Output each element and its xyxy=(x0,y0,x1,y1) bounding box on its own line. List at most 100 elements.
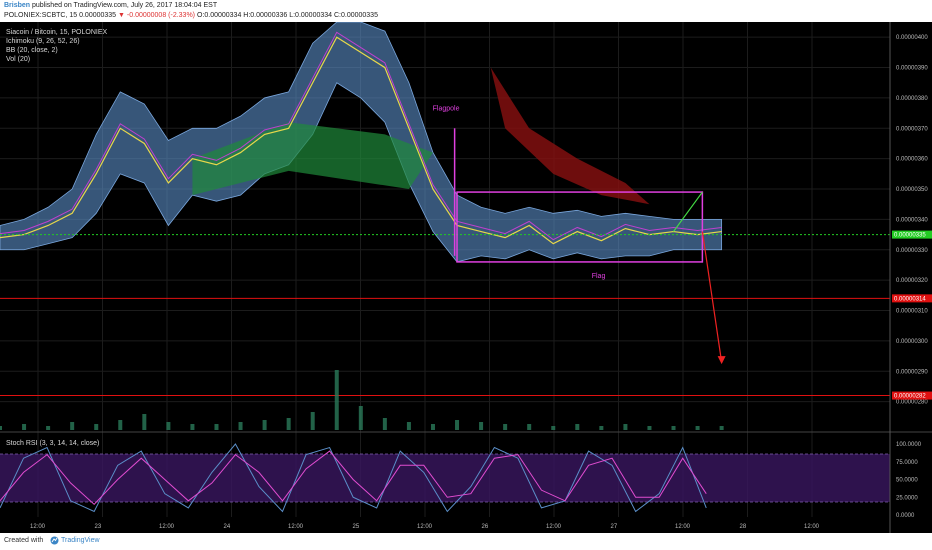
rsi-k-line xyxy=(0,443,707,513)
projection-down-arrow xyxy=(701,231,723,363)
ohlc-values: O:0.00000334 H:0.00000336 L:0.00000334 C… xyxy=(196,12,378,19)
volume-bar xyxy=(671,426,676,430)
legend-vol: Vol (20) xyxy=(6,56,31,63)
rsi-tick-label: 0.0000 xyxy=(896,513,915,519)
volume-bar xyxy=(503,424,508,430)
created-with-text: Created with xyxy=(4,537,44,544)
ichimoku-cloud-bear xyxy=(490,67,650,205)
volume-bar xyxy=(334,370,339,430)
price-change: ▼ -0.00000008 (-2.33%) xyxy=(118,12,196,19)
x-tick-label: 26 xyxy=(482,524,489,530)
price-series-line xyxy=(0,36,722,245)
volume-bar xyxy=(94,424,99,430)
rsi-d-line xyxy=(0,450,707,506)
volume-bar xyxy=(406,422,411,430)
tradingview-brand[interactable]: TradingView xyxy=(61,537,100,544)
price-tag-bg xyxy=(892,294,932,303)
volume-bar xyxy=(358,406,363,430)
y-tick-label: 0.00000290 xyxy=(896,369,928,375)
chart-header: Brisben published on TradingView.com, Ju… xyxy=(0,0,932,22)
x-tick-label: 23 xyxy=(95,524,102,530)
legend-bb: BB (20, close, 2) xyxy=(6,47,58,54)
x-tick-label: 12:00 xyxy=(546,524,562,530)
price-tag-bg xyxy=(892,230,932,239)
footer: Created with TradingView xyxy=(0,533,932,550)
flagpole-label: Flagpole xyxy=(433,105,460,112)
volume-bar xyxy=(22,424,27,430)
price-tag-label: 0.00000314 xyxy=(894,296,926,302)
volume-bar xyxy=(142,414,147,430)
volume-bar xyxy=(238,422,243,430)
volume-bar xyxy=(46,426,51,430)
rsi-tick-label: 100.0000 xyxy=(896,442,922,448)
volume-bar xyxy=(382,418,387,430)
symbol-label: POLONIEX:SCBTC, 15 xyxy=(4,12,78,19)
x-tick-label: 12:00 xyxy=(417,524,433,530)
y-tick-label: 0.00000320 xyxy=(896,278,928,284)
chart-svg[interactable]: Flagpole Flag 0.00000400 0.00000390 0.000003… xyxy=(0,22,932,533)
legend-ichimoku: Ichimoku (9, 26, 52, 26) xyxy=(6,38,80,45)
volume-bar xyxy=(551,426,556,430)
projection-down-arrowhead xyxy=(717,356,726,365)
indicator-legend: Siacoin / Bitcoin, 15, POLONIEX Ichimoku… xyxy=(6,28,107,64)
y-tick-label: 0.00000330 xyxy=(896,248,928,254)
x-tick-label: 12:00 xyxy=(804,524,820,530)
legend-symbol: Siacoin / Bitcoin, 15, POLONIEX xyxy=(6,29,108,36)
volume-bar xyxy=(695,426,700,430)
volume-bar xyxy=(0,426,2,430)
volume-bar xyxy=(575,424,580,430)
volume-bar xyxy=(527,424,532,430)
volume-bar xyxy=(262,420,267,430)
y-tick-label: 0.00000380 xyxy=(896,96,928,102)
x-tick-label: 24 xyxy=(224,524,231,530)
volume-bar xyxy=(599,426,604,430)
volume-bar xyxy=(719,426,724,430)
x-tick-label: 12:00 xyxy=(288,524,304,530)
ichimoku-cloud-bull xyxy=(192,122,433,196)
x-tick-label: 12:00 xyxy=(675,524,691,530)
price-tag-bg xyxy=(892,391,932,400)
volume-bar xyxy=(214,424,219,430)
volume-bar xyxy=(310,412,315,430)
x-tick-label: 27 xyxy=(611,524,618,530)
volume-bar xyxy=(647,426,652,430)
flag-label: Flag xyxy=(592,273,606,280)
stoch-rsi-title: Stoch RSI (3, 3, 14, 14, close) xyxy=(6,440,100,447)
y-tick-label: 0.00000300 xyxy=(896,339,928,345)
y-tick-label: 0.00000400 xyxy=(896,35,928,41)
rsi-tick-label: 25.0000 xyxy=(896,495,918,501)
rsi-tick-label: 75.0000 xyxy=(896,460,918,466)
bollinger-band-fill xyxy=(0,22,723,263)
tradingview-logo-icon xyxy=(50,536,59,545)
x-tick-label: 28 xyxy=(740,524,747,530)
author-name[interactable]: Brisben xyxy=(4,2,31,9)
x-tick-label: 12:00 xyxy=(159,524,175,530)
y-tick-label: 0.00000360 xyxy=(896,157,928,163)
x-tick-label: 25 xyxy=(353,524,360,530)
volume-bar xyxy=(70,422,75,430)
lagging-span-line xyxy=(0,31,722,241)
y-tick-label: 0.00000340 xyxy=(896,217,928,223)
last-price: 0.00000335 xyxy=(79,12,117,19)
rsi-tick-label: 50.0000 xyxy=(896,478,918,484)
projection-up-arrow xyxy=(673,191,703,232)
y-tick-label: 0.00000310 xyxy=(896,309,928,315)
y-tick-label: 0.00000370 xyxy=(896,126,928,132)
volume-bar xyxy=(430,424,435,430)
volume-bar xyxy=(455,420,460,430)
volume-bar xyxy=(166,422,171,430)
price-tag-label: 0.00000335 xyxy=(894,233,926,239)
y-tick-label: 0.00000350 xyxy=(896,187,928,193)
y-tick-label: 0.00000280 xyxy=(896,400,928,406)
symbol-info: POLONIEX:SCBTC, 15 0.00000335 ▼ -0.00000… xyxy=(4,12,378,19)
volume-bar xyxy=(286,418,291,430)
x-tick-label: 12:00 xyxy=(30,524,46,530)
chart-area[interactable]: Flagpole Flag 0.00000400 0.00000390 0.000003… xyxy=(0,22,932,533)
volume-bar xyxy=(118,420,123,430)
publish-info: Brisben published on TradingView.com, Ju… xyxy=(4,2,217,9)
y-tick-label: 0.00000390 xyxy=(896,66,928,72)
volume-bar xyxy=(479,422,484,430)
publish-text: published on TradingView.com, July 26, 2… xyxy=(32,2,218,9)
volume-bar xyxy=(623,424,628,430)
volume-bar xyxy=(190,424,195,430)
